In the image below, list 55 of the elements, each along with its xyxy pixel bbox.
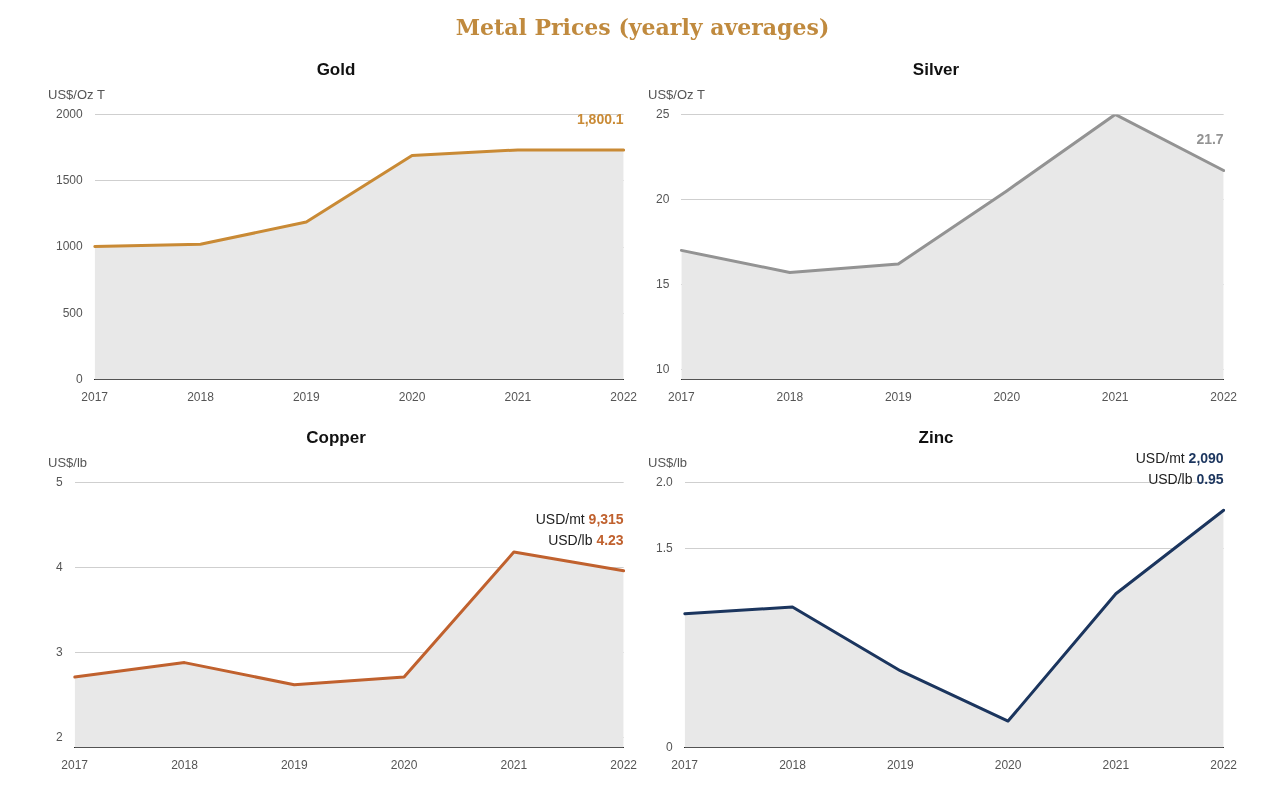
- y-tick-label: 500: [62, 305, 84, 320]
- x-tick-label: 2020: [398, 390, 426, 405]
- x-tick-label: 2017: [81, 390, 109, 405]
- y-tick-label: 1.5: [655, 541, 673, 556]
- y-tick-label: 5: [55, 474, 63, 489]
- x-tick-label: 2018: [187, 390, 215, 405]
- y-tick-label: 25: [655, 106, 670, 121]
- y-tick-label: 2000: [55, 106, 84, 121]
- annotation: USD/mt 9,315: [535, 510, 624, 527]
- y-tick-label: 2: [55, 729, 63, 744]
- chart-title: Copper: [306, 427, 367, 447]
- chart-title: Silver: [912, 59, 960, 79]
- x-tick-label: 2021: [500, 758, 528, 773]
- chart-title: Zinc: [918, 427, 954, 447]
- x-tick-label: 2017: [668, 390, 696, 405]
- x-tick-label: 2020: [993, 390, 1021, 405]
- x-tick-label: 2019: [280, 758, 308, 773]
- x-tick-label: 2018: [171, 758, 199, 773]
- y-tick-label: 2.0: [655, 474, 673, 489]
- x-tick-label: 2019: [292, 390, 320, 405]
- y-tick-label: 10: [655, 361, 670, 376]
- y-axis-title: US$/lb: [648, 455, 688, 471]
- x-tick-label: 2018: [776, 390, 804, 405]
- annotation: USD/lb 0.95: [1148, 471, 1224, 488]
- x-tick-label: 2022: [610, 758, 638, 773]
- x-tick-label: 2021: [504, 390, 532, 405]
- y-tick-label: 1000: [55, 239, 84, 254]
- x-tick-label: 2021: [1102, 758, 1130, 773]
- annotation: USD/lb 4.23: [548, 531, 624, 548]
- y-tick-label: 0: [665, 739, 673, 754]
- x-tick-label: 2019: [884, 390, 912, 405]
- y-tick-label: 20: [655, 191, 670, 206]
- x-tick-label: 2018: [779, 758, 807, 773]
- x-tick-label: 2021: [1101, 390, 1129, 405]
- y-axis-title: US$/Oz T: [48, 87, 105, 103]
- y-tick-label: 3: [55, 644, 63, 659]
- y-tick-label: 1500: [55, 173, 84, 188]
- y-tick-label: 0: [76, 371, 84, 386]
- y-axis-title: US$/lb: [48, 455, 88, 471]
- text: Metal Prices (yearly averages): [454, 14, 831, 40]
- x-tick-label: 2022: [610, 390, 638, 405]
- x-tick-label: 2020: [994, 758, 1022, 773]
- y-axis-title: US$/Oz T: [648, 87, 705, 103]
- x-tick-label: 2017: [671, 758, 699, 773]
- x-tick-label: 2019: [886, 758, 914, 773]
- chart-title: Gold: [316, 59, 356, 79]
- text: USD/mt 2,090: [1135, 450, 1224, 467]
- y-tick-label: 4: [55, 559, 63, 574]
- x-tick-label: 2017: [61, 758, 89, 773]
- annotation: 21.7: [1196, 131, 1224, 148]
- y-tick-label: 15: [655, 276, 670, 291]
- x-tick-label: 2022: [1210, 390, 1238, 405]
- annotation: 1,800.1: [576, 110, 624, 127]
- x-tick-label: 2022: [1210, 758, 1238, 773]
- x-tick-label: 2020: [390, 758, 418, 773]
